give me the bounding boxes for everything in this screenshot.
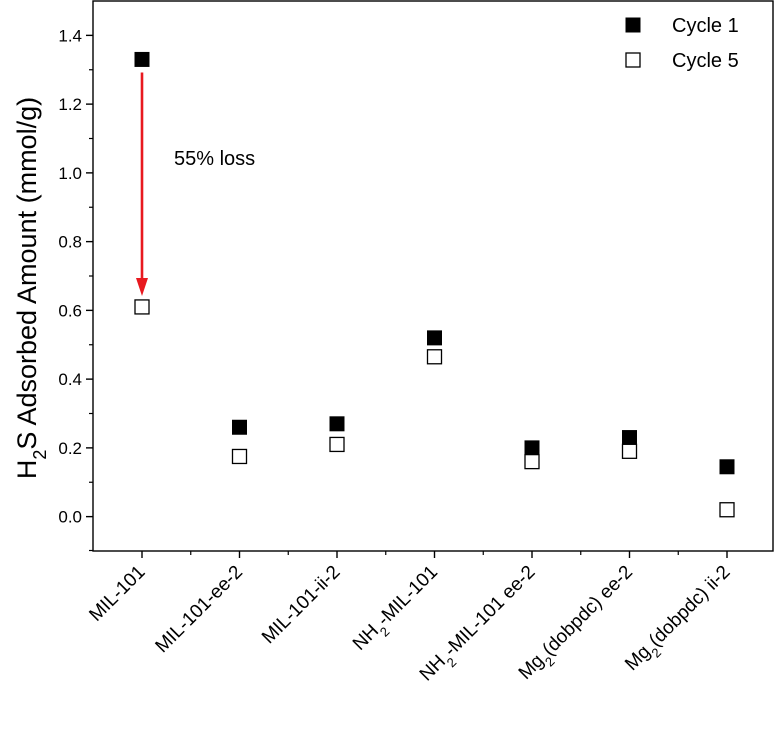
y-axis-ticks: 0.0 0.2 0.4 0.6 0.8 1.0 1.2 1.4 xyxy=(58,26,93,552)
y-tick-label: 0.0 xyxy=(58,508,82,527)
cycle1-point xyxy=(427,330,442,346)
cycle5-point xyxy=(231,448,248,465)
plot-frame xyxy=(92,0,774,552)
y-axis-label-group: H2S Adsorbed Amount (mmol/g) xyxy=(12,97,50,479)
x-tick-label: MIL-101-ee-2 xyxy=(152,562,248,658)
x-tick-label: MIL-101 xyxy=(85,562,149,626)
cycle5-point xyxy=(134,299,150,315)
cycle1-point xyxy=(134,51,150,67)
cycle5-point xyxy=(329,436,345,453)
x-tick-label: MIL-101-ii-2 xyxy=(258,562,345,649)
y-tick-label: 1.4 xyxy=(58,26,82,45)
x-tick-label: NH2-MIL-101 xyxy=(349,562,446,659)
cycle1-point xyxy=(622,430,637,446)
y-tick-label: 0.4 xyxy=(58,370,82,389)
loss-annotation-text: 55% loss xyxy=(174,148,255,170)
y-tick-label: 1.0 xyxy=(58,164,82,183)
cycle5-point xyxy=(621,443,638,459)
cycle5-point xyxy=(426,349,443,365)
legend-marker xyxy=(625,17,641,33)
cycle1-point xyxy=(719,459,735,475)
loss-arrow-head xyxy=(136,277,148,296)
data-points xyxy=(134,51,735,518)
x-axis-ticks: MIL-101 MIL-101-ee-2 MIL-101-ii-2 NH2-MIL-1… xyxy=(85,551,738,685)
cycle1-point xyxy=(232,419,247,435)
legend: Cycle 1 Cycle 5 xyxy=(625,15,739,72)
y-axis-label: H2S Adsorbed Amount (mmol/g) xyxy=(12,97,50,479)
cycle1-point xyxy=(329,416,345,432)
y-tick-label: 0.2 xyxy=(58,439,82,458)
cycle1-point xyxy=(524,440,540,456)
y-tick-label: 1.2 xyxy=(58,95,82,114)
cycle5-point xyxy=(524,453,540,470)
cycle5-point xyxy=(719,502,735,518)
legend-label: Cycle 5 xyxy=(672,50,739,72)
legend-label: Cycle 1 xyxy=(672,15,739,37)
legend-marker xyxy=(625,52,641,68)
axes xyxy=(92,0,774,552)
y-tick-label: 0.8 xyxy=(58,233,82,252)
annotations: 55% loss xyxy=(136,72,255,296)
x-tick-label: Mg2(dobpdc) ii-2 xyxy=(621,562,738,679)
y-tick-label: 0.6 xyxy=(58,301,82,320)
